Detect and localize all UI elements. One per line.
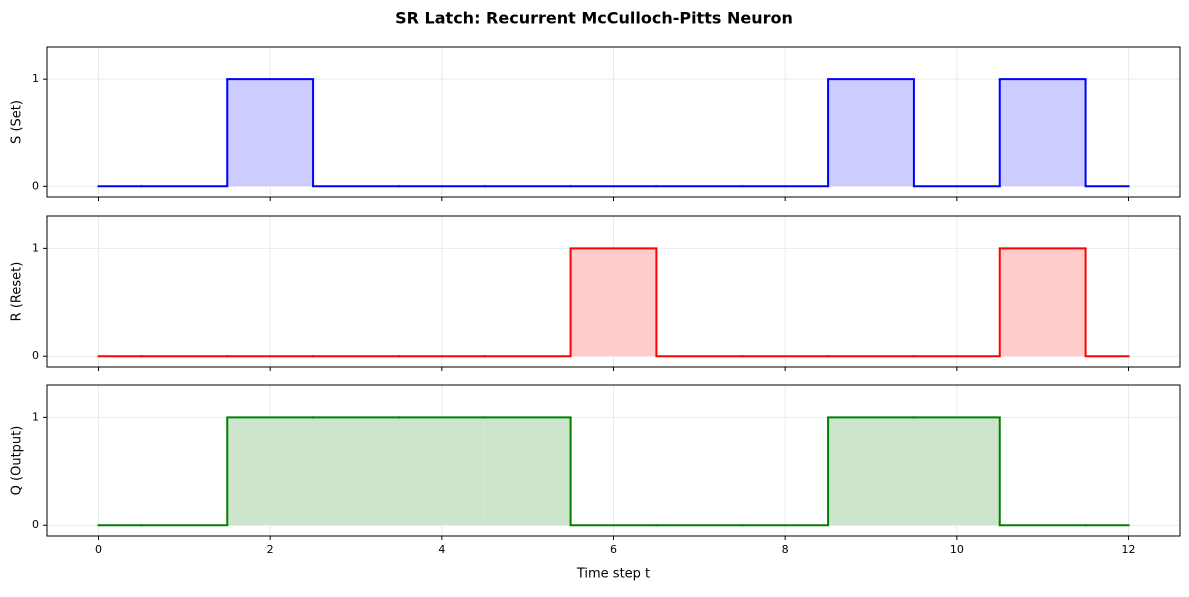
y-axis-label: S (Set) [10, 100, 25, 144]
x-tick-label: 0 [95, 543, 102, 556]
x-tick-label: 12 [1122, 543, 1136, 556]
area-fill [999, 248, 1086, 357]
x-tick-label: 10 [950, 543, 964, 556]
y-tick-label: 1 [32, 241, 39, 254]
area-fill [828, 79, 914, 187]
y-axis-label: R (Reset) [10, 262, 25, 322]
area-fill [570, 248, 657, 357]
y-tick-label: 1 [32, 410, 39, 423]
area-fill [398, 417, 485, 526]
area-fill [313, 417, 399, 526]
y-tick-label: 0 [32, 179, 39, 192]
axes-frame [46, 384, 1181, 537]
x-tick-label: 8 [782, 543, 789, 556]
x-tick-label: 4 [438, 543, 445, 556]
area-fill [828, 417, 914, 526]
x-tick-label: 2 [267, 543, 274, 556]
x-axis-label: Time step t [576, 567, 650, 582]
y-tick-label: 1 [32, 72, 39, 85]
x-tick-label: 6 [610, 543, 617, 556]
area-fill [913, 417, 1000, 526]
y-tick-label: 0 [32, 349, 39, 362]
y-tick-label: 0 [32, 518, 39, 531]
y-axis-label: Q (Output) [10, 426, 25, 496]
area-fill [227, 417, 314, 526]
axes-frame [46, 215, 1181, 368]
area-fill [999, 79, 1086, 187]
area-fill [484, 417, 571, 526]
axes-frame [46, 46, 1181, 198]
area-fill [227, 79, 314, 187]
figure-title: SR Latch: Recurrent McCulloch-Pitts Neur… [395, 9, 793, 28]
